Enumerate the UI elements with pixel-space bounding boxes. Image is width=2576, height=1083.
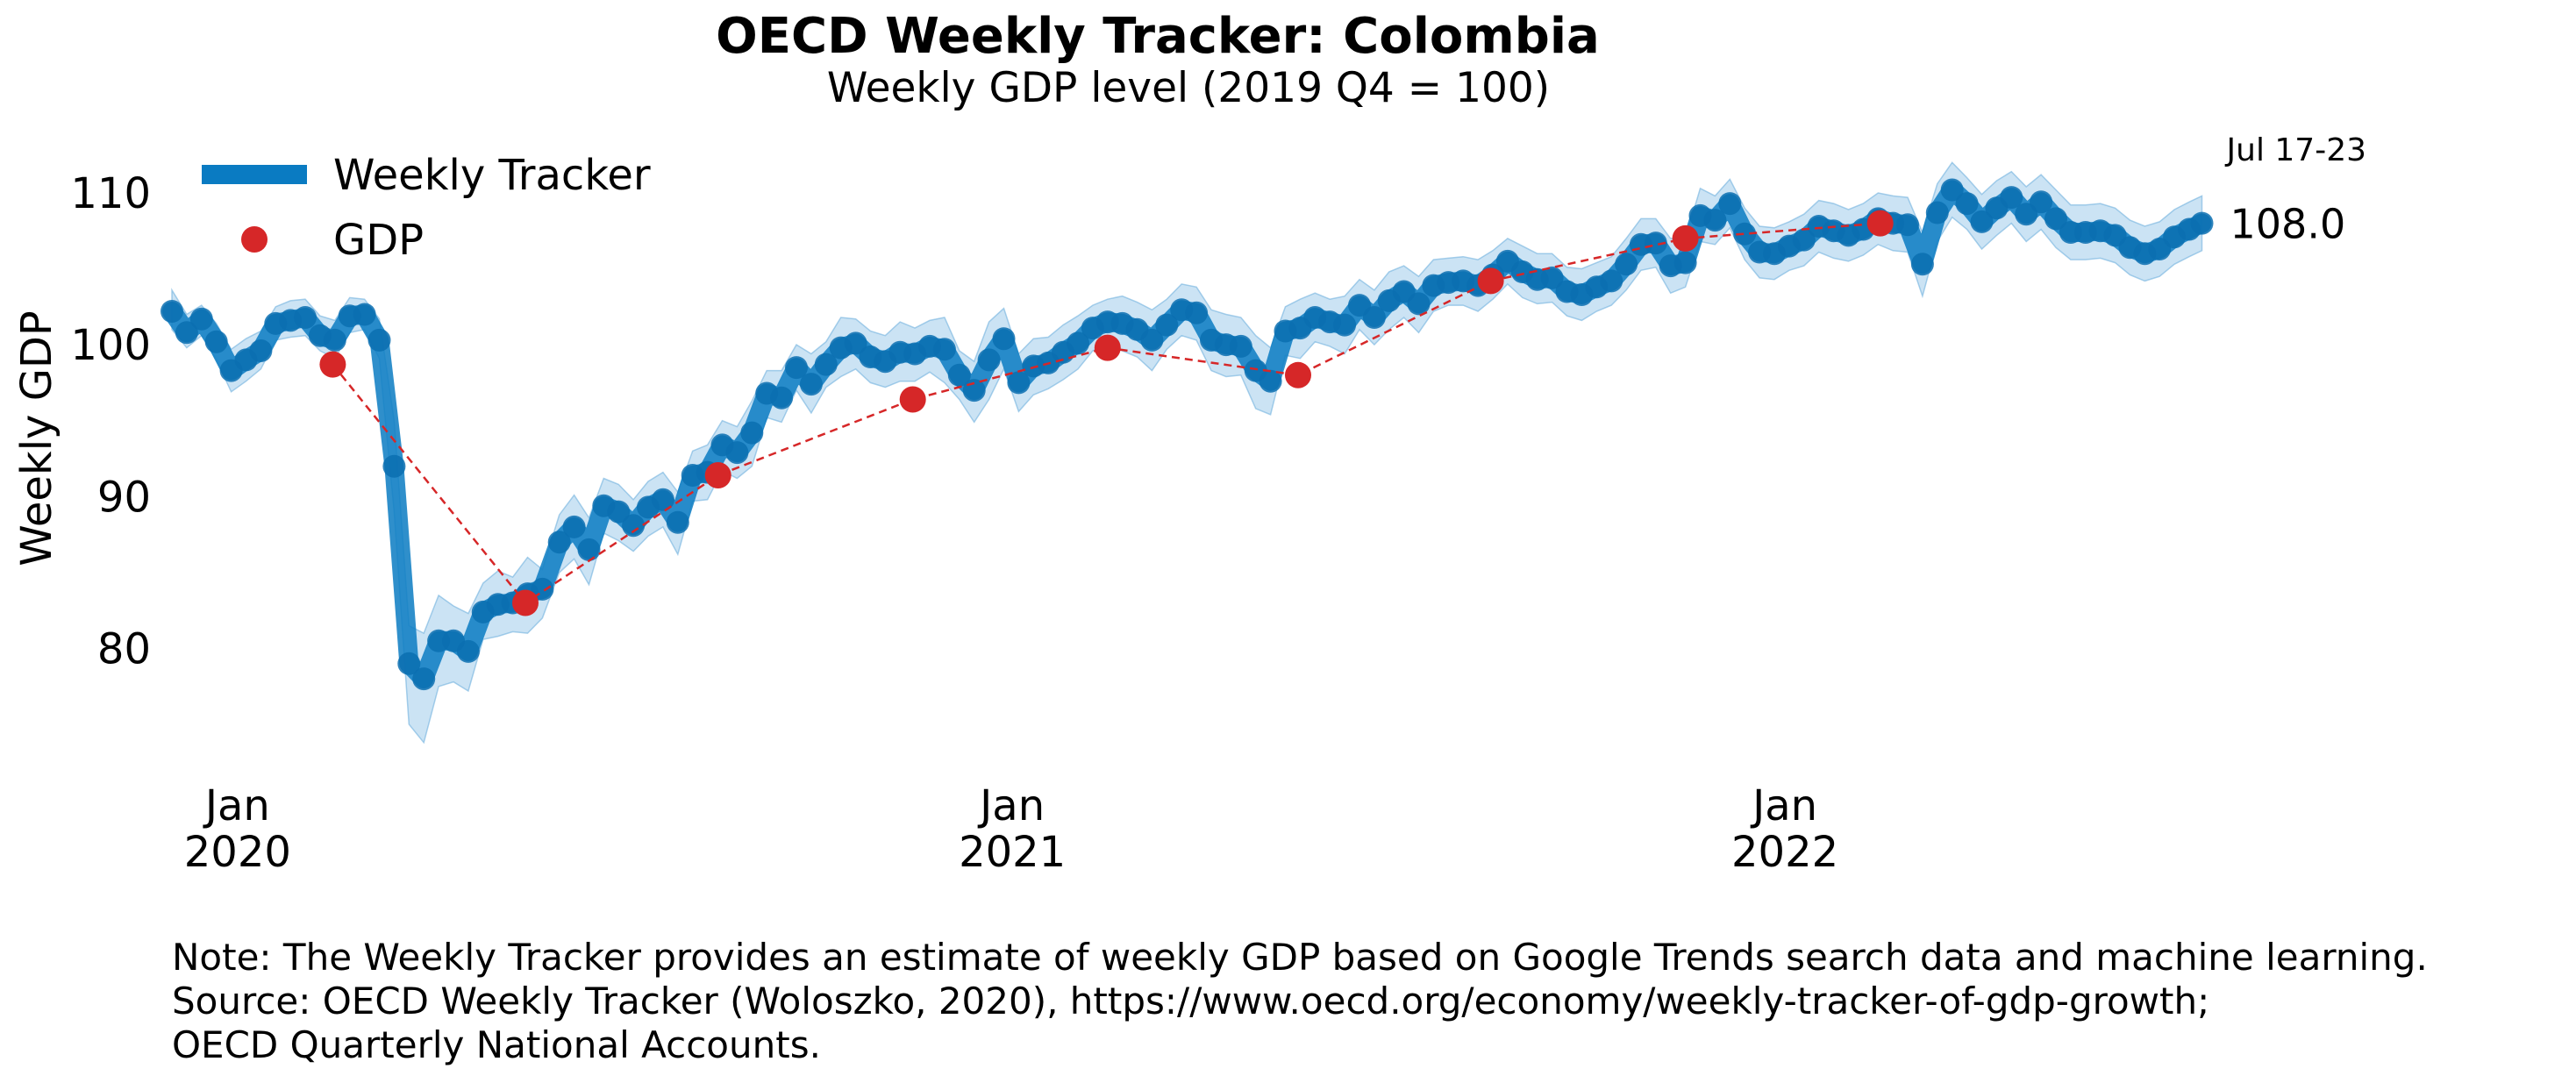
x-tick-label-year: 2020 xyxy=(184,828,291,877)
x-tick-label-month: Jan xyxy=(1750,781,1817,830)
weekly-tracker-point xyxy=(785,356,808,380)
weekly-tracker-point xyxy=(947,363,971,387)
weekly-tracker-point xyxy=(2000,186,2023,210)
weekly-tracker-point xyxy=(814,353,838,376)
legend-swatch-gdp xyxy=(241,226,268,253)
gdp-point xyxy=(1477,267,1504,295)
annotation-date-label: Jul 17-23 xyxy=(2225,132,2367,168)
y-tick-label: 80 xyxy=(97,624,151,673)
chart-subtitle: Weekly GDP level (2019 Q4 = 100) xyxy=(827,64,1550,112)
y-tick-label: 100 xyxy=(70,321,151,370)
weekly-tracker-point xyxy=(294,306,317,329)
weekly-tracker-point xyxy=(2044,207,2067,231)
weekly-tracker-point xyxy=(189,307,213,331)
x-tick-label-month: Jan xyxy=(203,781,270,830)
weekly-tracker-point xyxy=(323,328,346,352)
weekly-tracker-point xyxy=(1733,222,1757,246)
weekly-tracker-point xyxy=(562,515,586,538)
weekly-tracker-point xyxy=(740,421,764,445)
weekly-tracker-point xyxy=(1407,292,1431,316)
x-tick-label-year: 2022 xyxy=(1731,828,1838,877)
weekly-tracker-point xyxy=(1644,232,1667,255)
weekly-tracker-point xyxy=(607,500,631,524)
weekly-tracker-point xyxy=(397,652,421,675)
gdp-point xyxy=(1672,224,1699,252)
note-line-3: OECD Quarterly National Accounts. xyxy=(172,1023,821,1066)
weekly-tracker-point xyxy=(1970,210,1994,233)
weekly-tracker-point xyxy=(666,510,689,534)
weekly-tracker-point xyxy=(2030,190,2053,214)
legend-label-weekly-tracker: Weekly Tracker xyxy=(333,151,651,200)
weekly-tracker-point xyxy=(799,373,823,396)
weekly-tracker-point xyxy=(932,338,956,361)
weekly-tracker-point xyxy=(1910,253,1934,276)
note-line-1: Note: The Weekly Tracker provides an est… xyxy=(172,936,2428,979)
weekly-tracker-point xyxy=(992,327,1016,351)
weekly-tracker-point xyxy=(1718,192,1742,216)
weekly-tracker-point xyxy=(1792,228,1816,252)
weekly-tracker-point xyxy=(1896,213,1919,237)
weekly-tracker-point xyxy=(577,538,601,561)
weekly-tracker-band xyxy=(171,161,2203,745)
weekly-tracker-point xyxy=(1615,253,1638,276)
note-line-2: Source: OECD Weekly Tracker (Woloszko, 2… xyxy=(172,980,2209,1022)
weekly-tracker-point xyxy=(1540,266,1564,289)
weekly-tracker-point xyxy=(977,348,1001,372)
weekly-tracker-point xyxy=(456,639,480,663)
weekly-tracker-point xyxy=(1067,331,1089,355)
weekly-tracker-point xyxy=(161,300,183,323)
weekly-tracker-point xyxy=(204,330,228,353)
legend-label-gdp: GDP xyxy=(333,216,424,265)
weekly-tracker-point xyxy=(249,339,273,362)
weekly-tracker-point xyxy=(547,531,571,554)
weekly-tracker-point xyxy=(1925,201,1949,224)
gdp-point xyxy=(704,462,731,488)
annotation-value-label: 108.0 xyxy=(2230,201,2346,248)
weekly-tracker-point xyxy=(770,386,794,410)
y-tick-label: 90 xyxy=(97,473,151,522)
weekly-tracker-point xyxy=(1940,178,1964,202)
x-tick-label-year: 2021 xyxy=(959,828,1066,877)
weekly-tracker-point xyxy=(382,454,406,478)
weekly-tracker-point xyxy=(1673,251,1697,274)
y-axis-label: Weekly GDP xyxy=(12,310,61,566)
weekly-tracker-point xyxy=(1703,209,1727,232)
x-tick-label-month: Jan xyxy=(977,781,1045,830)
weekly-tracker-point xyxy=(175,321,198,345)
gdp-point xyxy=(512,589,539,616)
gdp-point xyxy=(319,351,346,378)
weekly-tracker-point xyxy=(1333,313,1357,337)
weekly-tracker-point xyxy=(725,441,749,465)
weekly-tracker-point xyxy=(367,328,391,352)
weekly-tracker-point xyxy=(353,303,376,326)
gdp-point xyxy=(1285,361,1311,388)
chart-title: OECD Weekly Tracker: Colombia xyxy=(716,8,1600,65)
weekly-tracker-point xyxy=(651,488,674,511)
weekly-tracker-point xyxy=(1955,192,1979,216)
legend: Weekly Tracker GDP xyxy=(202,151,651,265)
weekly-tracker-point xyxy=(1185,301,1209,324)
weekly-tracker-point xyxy=(844,331,867,355)
gdp-point xyxy=(899,386,926,413)
weekly-tracker-point xyxy=(1229,334,1252,358)
weekly-tracker-point xyxy=(412,667,436,691)
source-note: Note: The Weekly Tracker provides an est… xyxy=(172,936,2428,1066)
weekly-tracker-point xyxy=(2190,211,2214,235)
weekly-tracker-point xyxy=(1600,269,1623,293)
weekly-tracker-point xyxy=(622,514,646,538)
weekly-tracker-point xyxy=(1362,306,1386,329)
gdp-point xyxy=(1866,210,1894,237)
weekly-tracker-point xyxy=(1007,371,1031,395)
gdp-point xyxy=(1094,334,1121,361)
weekly-tracker-point xyxy=(1259,369,1282,393)
weekly-tracker-point xyxy=(1140,328,1164,352)
y-tick-label: 110 xyxy=(70,169,151,218)
weekly-tracker-point xyxy=(1155,313,1179,337)
